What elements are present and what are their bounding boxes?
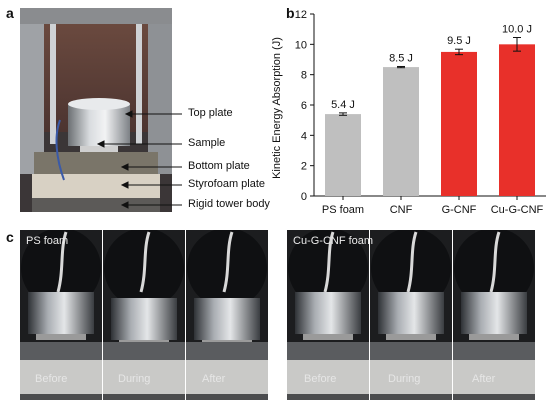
foam-sample (469, 334, 519, 340)
data-label: 8.5 J (389, 52, 413, 64)
callout-bottom-plate: Bottom plate (188, 160, 250, 172)
panel-label-a: a (6, 5, 14, 21)
foam-sample (36, 334, 86, 340)
tower-base (287, 394, 369, 400)
styrofoam-base (20, 360, 102, 394)
data-label: 10.0 J (502, 24, 532, 36)
y-tick-label: 10 (295, 39, 307, 51)
y-tick-label: 12 (295, 9, 307, 21)
bar (383, 67, 419, 196)
tower-base (103, 394, 185, 400)
top-plate (461, 292, 527, 334)
panel-label-b: b (286, 5, 295, 21)
foam-sample (303, 334, 353, 340)
energy-absorption-chart: Kinetic Energy Absorption (J) 024681012 … (271, 9, 546, 216)
tower-base (20, 394, 102, 400)
panel-label-c: c (6, 229, 14, 245)
tower-base (186, 394, 268, 400)
bar (499, 44, 535, 197)
styrofoam-base (186, 360, 268, 394)
ball-stripe (323, 231, 335, 293)
tower-base (370, 394, 452, 400)
styrofoam-base (287, 360, 369, 394)
ball-stripe (489, 231, 501, 293)
top-plate (111, 298, 177, 340)
ball-stripe (406, 231, 418, 293)
frame-label-ps-after: After (202, 373, 226, 385)
styrofoam-base (103, 360, 185, 394)
bar (441, 51, 477, 196)
y-tick-label: 4 (301, 130, 307, 142)
y-tick-label: 6 (301, 100, 307, 112)
styrofoam-base (370, 360, 452, 394)
y-axis-label: Kinetic Energy Absorption (J) (271, 37, 283, 179)
data-label: 9.5 J (447, 35, 471, 47)
y-tick-label: 0 (301, 191, 307, 203)
y-tick-label: 2 (301, 161, 307, 173)
x-tick-label: Cu-G-CNF (491, 204, 544, 216)
ball-stripe (139, 231, 151, 293)
arrow-tower-body-head (120, 201, 129, 209)
bottom-plate (103, 342, 185, 360)
top-plate (378, 292, 444, 334)
top-plate (194, 298, 260, 340)
ps-foam-impact-strip (20, 230, 269, 400)
tower-base (453, 394, 535, 400)
cu-g-cnf-foam-impact-strip (287, 230, 536, 400)
top-plate (295, 292, 361, 334)
y-tick-label: 8 (301, 70, 307, 82)
frame-label-ps-before: Before (35, 373, 68, 385)
bottom-plate (186, 342, 268, 360)
top-plate (28, 292, 94, 334)
drop-tower-photo-drawing (20, 8, 172, 212)
foam-sample (202, 340, 252, 342)
frame-label-cu-during: During (388, 373, 421, 385)
frame-label-cu-before: Before (304, 373, 337, 385)
x-tick-label: CNF (390, 204, 413, 216)
frame-label-ps-during: During (118, 373, 151, 385)
arrow-top-plate-head (124, 110, 133, 118)
bottom-plate (453, 342, 535, 360)
bottom-plate (370, 342, 452, 360)
drop-tower-photo (20, 8, 172, 212)
arrow-sample-head (96, 140, 105, 148)
data-label: 5.4 J (331, 99, 355, 111)
bottom-plate (20, 342, 102, 360)
callout-top-plate: Top plate (188, 107, 233, 119)
group-label-ps-foam: PS foam (26, 235, 69, 247)
foam-sample (119, 340, 169, 342)
ball-stripe (222, 231, 234, 293)
frame-label-cu-after: After (472, 373, 496, 385)
callout-sample: Sample (188, 137, 226, 149)
arrow-styrofoam-head (120, 181, 129, 189)
callout-rigid-tower-body: Rigid tower body (188, 198, 270, 210)
group-label-cu-g-cnf-foam: Cu-G-CNF foam (293, 235, 374, 247)
bar (325, 114, 361, 196)
x-tick-label: PS foam (322, 204, 364, 216)
bottom-plate (287, 342, 369, 360)
x-tick-label: G-CNF (442, 204, 477, 216)
styrofoam-base (453, 360, 535, 394)
impact-frames-drawing (20, 230, 268, 400)
ball-stripe (56, 231, 68, 293)
arrow-bottom-plate-head (120, 163, 129, 171)
impact-frames-drawing (287, 230, 535, 400)
callout-styrofoam-plate: Styrofoam plate (188, 178, 266, 190)
foam-sample (386, 334, 436, 340)
